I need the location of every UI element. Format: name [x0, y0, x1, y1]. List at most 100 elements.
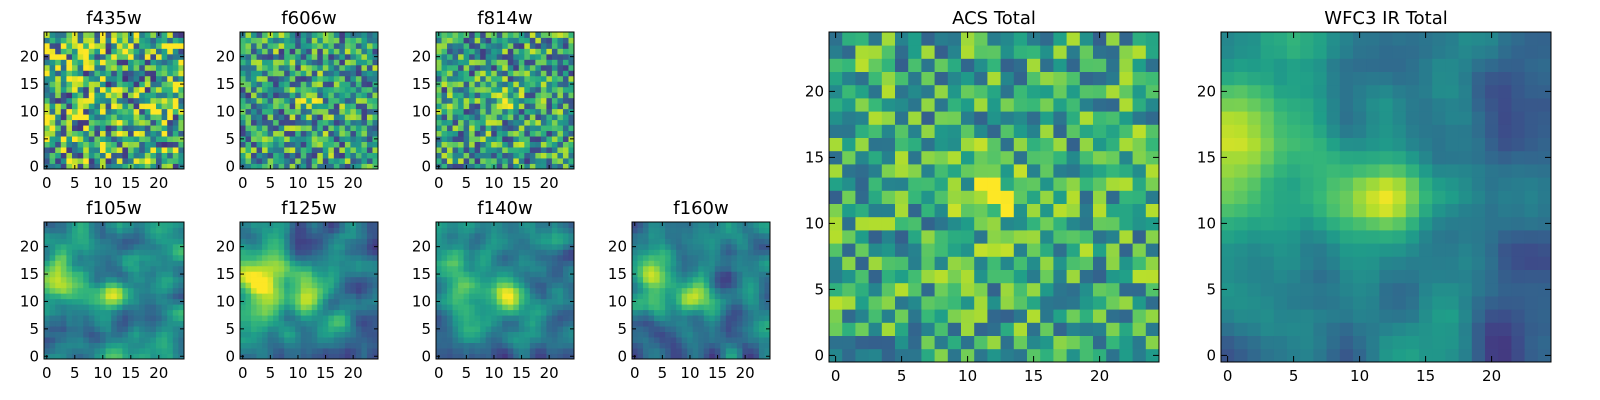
heatmap-cell [111, 353, 118, 360]
heatmap-cell [267, 309, 274, 316]
heatmap-cell [474, 92, 481, 99]
heatmap-cell [469, 309, 476, 316]
heatmap-cell [736, 287, 743, 294]
heatmap-cell [485, 97, 492, 104]
heatmap-cell [49, 348, 56, 354]
heatmap-cell [436, 227, 442, 234]
heatmap-cell [350, 287, 357, 294]
heatmap-cell [546, 293, 553, 300]
heatmap-cell [1053, 282, 1067, 297]
heatmap-cell [720, 254, 727, 261]
heatmap-cell [485, 265, 492, 272]
heatmap-cell [339, 37, 346, 44]
heatmap-cell [463, 227, 470, 234]
heatmap-cell [480, 136, 487, 142]
heatmap-cell [736, 271, 743, 278]
heatmap-cell [687, 342, 694, 349]
heatmap-cell [687, 315, 694, 322]
heatmap-cell [133, 42, 140, 49]
heatmap-cell [284, 37, 291, 44]
heatmap-cell [83, 271, 90, 278]
heatmap-cell [436, 265, 442, 272]
heatmap-cell [491, 238, 498, 245]
heatmap-cell [546, 337, 553, 343]
heatmap-cell [1000, 177, 1015, 191]
heatmap-cell [654, 282, 660, 289]
heatmap-cell [742, 326, 749, 332]
heatmap-cell [300, 48, 307, 55]
heatmap-cell [245, 158, 252, 164]
heatmap-cell [60, 315, 67, 322]
heatmap-cell [122, 75, 129, 82]
heatmap-cell [289, 287, 296, 294]
heatmap-cell [551, 243, 558, 250]
heatmap-cell [513, 125, 520, 132]
heatmap-cell [172, 342, 179, 349]
heatmap-cell [742, 249, 749, 256]
heatmap-cell [350, 48, 357, 55]
heatmap-cell [366, 326, 373, 332]
heatmap-cell [485, 287, 492, 294]
heatmap-cell [122, 37, 129, 44]
heatmap-cell [60, 282, 67, 289]
heatmap-cell [172, 130, 179, 137]
heatmap-cell [436, 254, 442, 261]
heatmap-cell [273, 293, 280, 300]
heatmap-cell [344, 337, 351, 343]
heatmap-cell [921, 216, 935, 231]
heatmap-cell [474, 108, 481, 115]
heatmap-cell [172, 243, 179, 250]
heatmap-cell [496, 130, 503, 137]
heatmap-cell [55, 70, 62, 77]
heatmap-cell [753, 348, 760, 354]
heatmap-cell [463, 103, 470, 110]
heatmap-cell [562, 141, 569, 148]
heatmap-cell [518, 158, 525, 164]
heatmap-cell [947, 256, 962, 270]
heatmap-cell [441, 114, 448, 121]
heatmap-cell [66, 37, 73, 44]
heatmap-cell [496, 97, 503, 104]
heatmap-cell [676, 232, 683, 239]
heatmap-cell [681, 353, 688, 360]
heatmap-cell [150, 249, 157, 256]
heatmap-cell [1066, 230, 1081, 244]
heatmap-cell [83, 130, 90, 137]
heatmap-cell [764, 315, 771, 322]
heatmap-cell [306, 125, 313, 132]
heatmap-cell [551, 315, 558, 322]
heatmap-cell [295, 331, 302, 338]
heatmap-cell [458, 97, 464, 104]
heatmap-cell [128, 136, 134, 142]
heatmap-cell [687, 304, 694, 311]
heatmap-cell [278, 75, 285, 82]
heatmap-cell [546, 287, 553, 294]
heatmap-cell [100, 158, 106, 164]
heatmap-cell [643, 282, 649, 289]
heatmap-cell [139, 304, 146, 311]
heatmap-cell [167, 125, 174, 132]
heatmap-cell [77, 103, 84, 110]
heatmap-cell [441, 108, 448, 115]
heatmap-cell [172, 103, 179, 110]
heatmap-cell [637, 298, 644, 305]
heatmap-cell [60, 238, 67, 245]
heatmap-cell [518, 97, 525, 104]
heatmap-cell [295, 86, 302, 93]
heatmap-cell [83, 70, 90, 77]
heatmap-cell [355, 163, 362, 170]
heatmap-cell [122, 59, 129, 66]
heatmap-cell [725, 254, 732, 261]
heatmap-cell [720, 320, 727, 327]
heatmap-cell [128, 114, 134, 121]
heatmap-cell [273, 304, 280, 311]
heatmap-cell [49, 75, 56, 82]
heatmap-cell [344, 114, 351, 121]
heatmap-cell [72, 271, 78, 278]
heatmap-cell [551, 158, 558, 164]
heatmap-cell [161, 37, 168, 44]
heatmap-cell [518, 64, 525, 71]
heatmap-cell [546, 75, 553, 82]
heatmap-cell [83, 81, 90, 88]
